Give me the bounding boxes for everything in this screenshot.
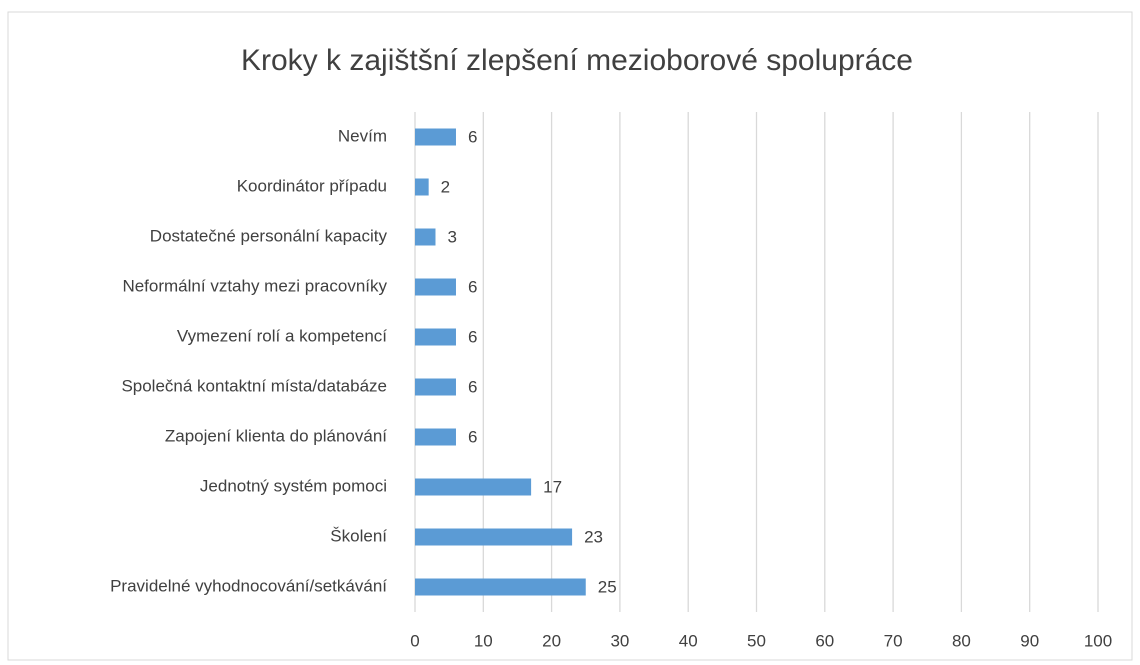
y-tick-label: Nevím	[338, 126, 387, 145]
x-tick-label: 20	[542, 631, 561, 650]
data-label: 23	[584, 527, 603, 546]
x-tick-label: 40	[679, 631, 698, 650]
x-tick-label: 0	[410, 631, 419, 650]
chart-title: Kroky k zajištšní zlepšení mezioborové s…	[241, 44, 913, 77]
x-tick-label: 50	[747, 631, 766, 650]
y-tick-label: Neformální vztahy mezi pracovníky	[122, 276, 387, 295]
data-label: 6	[468, 377, 477, 396]
chart-border	[7, 11, 1133, 661]
x-tick-label: 80	[952, 631, 971, 650]
data-label: 17	[543, 477, 562, 496]
bar	[415, 278, 456, 296]
x-tick-label: 100	[1084, 631, 1112, 650]
data-label: 2	[441, 177, 450, 196]
x-tick-label: 70	[884, 631, 903, 650]
x-tick-label: 30	[610, 631, 629, 650]
data-label: 6	[468, 127, 477, 146]
y-tick-label: Pravidelné vyhodnocování/setkávání	[110, 576, 387, 595]
bar	[415, 478, 532, 496]
bar	[415, 228, 436, 246]
x-tick-label: 10	[474, 631, 493, 650]
bar	[415, 178, 429, 196]
data-label: 25	[598, 577, 617, 596]
data-label: 6	[468, 427, 477, 446]
bar	[415, 328, 456, 346]
y-tick-label: Jednotný systém pomoci	[200, 476, 387, 495]
bar	[415, 428, 456, 446]
bar	[415, 128, 456, 146]
data-label: 6	[468, 327, 477, 346]
y-tick-label: Koordinátor případu	[237, 176, 387, 195]
bar	[415, 378, 456, 396]
y-tick-label: Společná kontaktní místa/databáze	[121, 376, 387, 395]
y-tick-label: Vymezení rolí a kompetencí	[177, 326, 387, 345]
data-label: 3	[447, 227, 456, 246]
x-tick-label: 90	[1020, 631, 1039, 650]
data-label: 6	[468, 277, 477, 296]
bar	[415, 528, 573, 546]
y-tick-label: Zapojení klienta do plánování	[165, 426, 387, 445]
y-tick-label: Dostatečné personální kapacity	[150, 226, 388, 245]
x-tick-label: 60	[815, 631, 834, 650]
bar	[415, 578, 586, 596]
y-tick-label: Školení	[330, 526, 387, 545]
